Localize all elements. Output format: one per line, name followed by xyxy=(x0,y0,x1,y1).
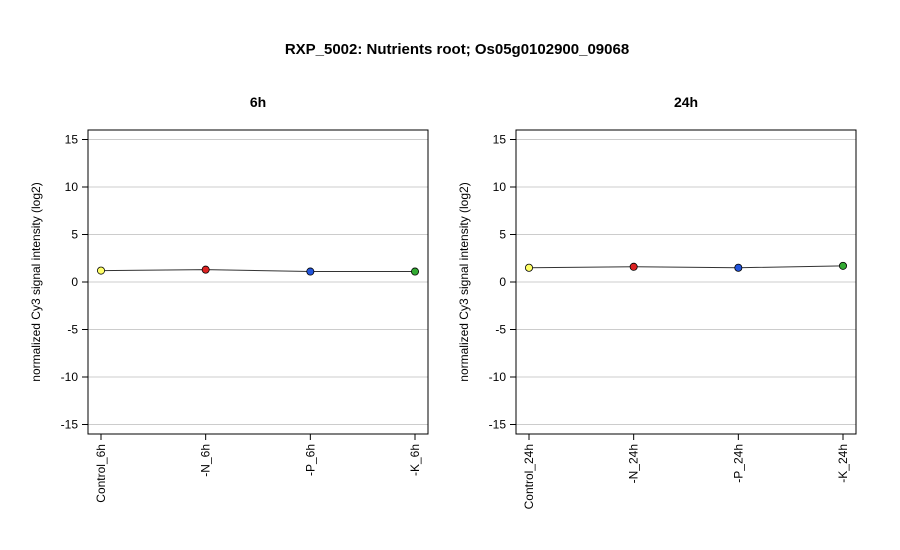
y-tick-label: 5 xyxy=(499,228,506,242)
data-point-Control_6h xyxy=(97,266,106,275)
y-tick-label: 5 xyxy=(71,228,78,242)
chart-panel-24h: 24h -15 -10 -5 0 5 10 15 normalized Cy3 signal i… xyxy=(457,94,857,509)
y-tick-label: 15 xyxy=(65,133,79,147)
y-tick-label: -15 xyxy=(489,418,507,432)
y-tick-label: -15 xyxy=(61,418,79,432)
data-point--P_24h xyxy=(734,263,743,272)
data-point--N_24h xyxy=(629,262,638,271)
panel-title: 24h xyxy=(674,94,698,110)
chart-panel-6h: 6h -15 -10 -5 0 5 10 15 normalized Cy3 signal in… xyxy=(29,94,429,503)
y-axis-label: normalized Cy3 signal intensity (log2) xyxy=(457,182,471,381)
y-tick-label: -5 xyxy=(495,323,506,337)
series-line xyxy=(100,269,415,273)
x-tick-label: -P_6h xyxy=(303,444,317,476)
data-point--K_24h xyxy=(839,261,848,270)
data-point--K_6h xyxy=(410,267,419,276)
y-tick-label: 10 xyxy=(493,180,507,194)
series-line xyxy=(528,265,844,269)
x-tick-label: Control_24h xyxy=(522,444,536,509)
y-axis-label: normalized Cy3 signal intensity (log2) xyxy=(29,182,43,381)
x-tick-label: -P_24h xyxy=(731,444,745,483)
data-point-Control_24h xyxy=(525,263,534,272)
x-tick-label: -N_24h xyxy=(627,444,641,483)
y-tick-label: 10 xyxy=(65,180,79,194)
y-tick-label: -10 xyxy=(61,370,79,384)
y-tick-label: -5 xyxy=(67,323,78,337)
data-point--P_6h xyxy=(306,267,315,276)
x-tick-label: -K_24h xyxy=(836,444,850,483)
x-tick-label: -K_6h xyxy=(408,444,422,476)
data-point--N_6h xyxy=(201,265,210,274)
y-tick-label: 15 xyxy=(493,133,507,147)
y-tick-label: 0 xyxy=(499,275,506,289)
x-tick-label: Control_6h xyxy=(94,444,108,503)
panel-title: 6h xyxy=(250,94,266,110)
y-tick-label: -10 xyxy=(489,370,507,384)
figure-title: RXP_5002: Nutrients root; Os05g0102900_0… xyxy=(285,41,629,58)
y-tick-label: 0 xyxy=(71,275,78,289)
x-tick-label: -N_6h xyxy=(199,444,213,477)
